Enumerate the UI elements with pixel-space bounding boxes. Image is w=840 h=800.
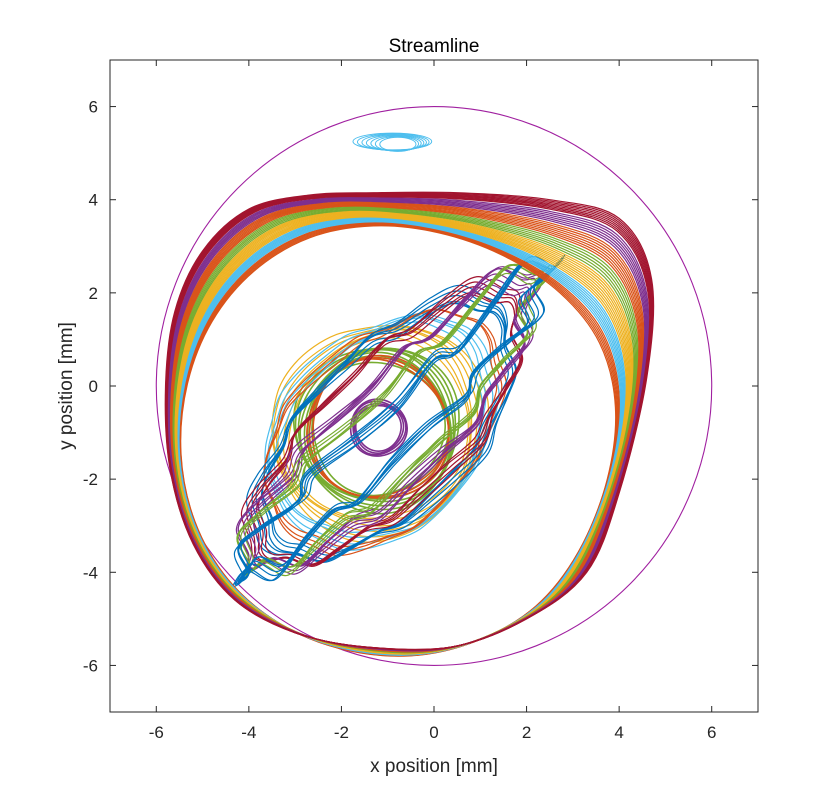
y-axis-title: y position [mm]: [56, 322, 77, 450]
streamline-path: [237, 268, 540, 572]
streamline-series: [164, 191, 655, 651]
boundary-circle: [155, 106, 713, 666]
x-tick-label: 4: [614, 723, 623, 742]
small-eddy: [352, 132, 433, 152]
x-tick-label: -2: [334, 723, 349, 742]
streamline-series: [240, 276, 524, 567]
y-tick-label: 4: [89, 191, 98, 210]
x-tick-label: -6: [149, 723, 164, 742]
y-tick-label: 2: [89, 284, 98, 303]
x-axis-title: x position [mm]: [370, 756, 498, 777]
tick-layer: -6 -4 -2 0 2 4 6 -6 -4 -2 0 2 4 6: [83, 60, 758, 742]
streamline-path: [256, 291, 524, 567]
y-tick-label: -2: [83, 470, 98, 489]
streamline-path: [353, 402, 405, 454]
streamline-path: [245, 284, 517, 562]
streamline-path: [244, 272, 540, 573]
streamline-path: [164, 191, 655, 651]
x-tick-label: -4: [241, 723, 256, 742]
streamline-path: [246, 281, 523, 566]
streamline-path: [240, 276, 522, 565]
streamline-path: [240, 268, 543, 575]
streamline-path: [242, 273, 532, 569]
y-tick-label: -4: [83, 563, 98, 582]
streamline-path: [267, 315, 494, 545]
streamline-path: [247, 278, 530, 567]
y-tick-label: 0: [89, 377, 98, 396]
x-tick-label: 0: [429, 723, 438, 742]
streamline-path: [354, 404, 402, 452]
chart-title: Streamline: [389, 36, 480, 57]
streamline-path: [264, 313, 500, 551]
data-layer: [155, 106, 713, 666]
streamline-path: [277, 329, 473, 527]
streamline-series: [235, 266, 544, 575]
streamline-path: [308, 356, 450, 499]
x-tick-label: 2: [522, 723, 531, 742]
y-tick-label: -6: [83, 656, 98, 675]
streamline-series: [264, 313, 500, 551]
streamline-path: [306, 354, 450, 499]
streamline-series: [245, 284, 518, 563]
streamline-path: [273, 321, 483, 534]
y-tick-label: 6: [89, 98, 98, 117]
streamline-path: [255, 294, 517, 562]
streamline-path: [251, 290, 517, 563]
x-tick-label: 6: [707, 723, 716, 742]
eddy-loop: [379, 136, 417, 152]
streamline-path: [250, 286, 523, 566]
